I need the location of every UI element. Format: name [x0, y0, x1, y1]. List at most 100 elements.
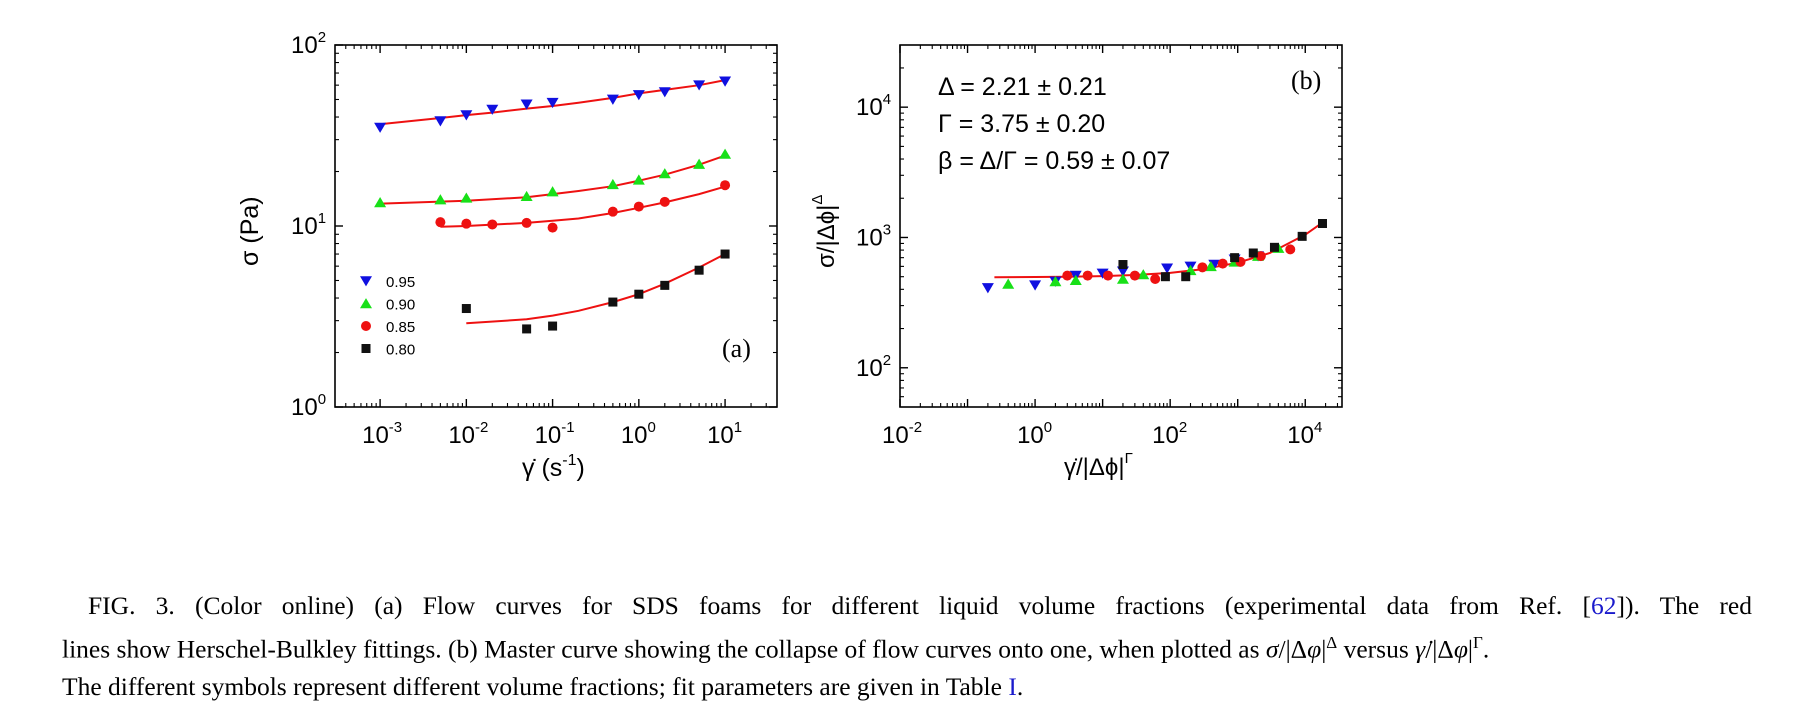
point-0.85	[720, 180, 731, 191]
point-0.80	[1269, 242, 1279, 252]
point-0.80	[548, 321, 558, 331]
point-0.95	[981, 283, 994, 294]
point-0.95	[606, 94, 619, 105]
point-0.80	[608, 297, 618, 307]
caption-ref-table[interactable]: I	[1008, 671, 1017, 701]
panel-b-ylabel: σ/|Δϕ|Δ	[809, 195, 840, 268]
panel-a-tick-labels: 10-3 10-2 10-1 100 101 100 101 102	[291, 29, 742, 449]
fit-line-0.90	[380, 154, 726, 205]
panel-b-frame	[899, 44, 1343, 408]
caption-phi-1: φ	[1307, 634, 1322, 664]
x-tick-label: 102	[1152, 419, 1187, 449]
y-tick-label: 102	[291, 29, 326, 59]
legend-label-0.80: 0.80	[386, 342, 415, 359]
point-0.85	[1062, 270, 1073, 281]
caption-versus: versus	[1337, 634, 1416, 664]
x-tick-label: 100	[621, 419, 656, 449]
point-0.95	[374, 122, 387, 133]
point-0.85	[659, 196, 670, 207]
panel-a-fit-lines	[379, 79, 726, 325]
annotation-beta: β = Δ/Γ = 0.59 ± 0.07	[938, 147, 1170, 175]
point-0.85	[487, 219, 498, 230]
point-0.85	[633, 201, 644, 212]
point-0.90	[374, 197, 387, 208]
point-0.95	[632, 90, 645, 101]
caption-text-3-end: .	[1016, 671, 1024, 701]
fit-line-0.80	[466, 253, 726, 325]
point-0.80	[694, 265, 704, 275]
point-0.85	[1129, 270, 1140, 281]
caption-sigma: σ	[1265, 634, 1279, 664]
point-0.95	[486, 104, 499, 115]
panel-b-label: (b)	[1291, 66, 1321, 95]
point-0.90	[460, 192, 473, 203]
point-0.95	[719, 76, 732, 87]
caption-sup-gamma: Γ	[1473, 633, 1483, 652]
point-0.80	[1297, 231, 1307, 241]
x-tick-label: 104	[1287, 419, 1322, 449]
legend-label-0.95: 0.95	[386, 274, 415, 291]
panel-a: 10-3 10-2 10-1 100 101 100 101 102 0.95 0.90 0.85…	[236, 29, 778, 482]
caption-gamma-dot: γ̇	[1415, 634, 1426, 664]
point-0.85	[1285, 244, 1296, 255]
panel-b-tick-labels: 10-2 100 102 104 102 103 104	[856, 91, 1322, 449]
figure-caption: FIG. 3. (Color online) (a) Flow curves f…	[62, 587, 1752, 705]
point-0.90	[520, 190, 533, 202]
point-0.95	[434, 116, 447, 127]
x-tick-label: 10-3	[362, 419, 402, 449]
caption-text-2-end: .	[1482, 634, 1490, 664]
x-tick-label: 10-2	[448, 419, 488, 449]
caption-abs-2: /|Δ	[1425, 634, 1454, 664]
caption-line-1: FIG. 3. (Color online) (a) Flow curves f…	[62, 587, 1752, 624]
point-0.85	[607, 206, 618, 217]
annotation-delta: Δ = 2.21 ± 0.21	[938, 73, 1107, 101]
point-0.95	[1116, 266, 1129, 277]
point-0.95	[1029, 280, 1042, 291]
point-0.80	[1118, 260, 1128, 270]
legend-marker-0.80	[361, 344, 371, 353]
caption-text-1: FIG. 3. (Color online) (a) Flow curves f…	[88, 591, 1591, 620]
panel-b-ticks	[899, 45, 1342, 407]
legend-marker-0.85	[361, 321, 371, 331]
caption-line-2: lines show Herschel-Bulkley fittings. (b…	[62, 624, 1752, 668]
panel-a-label: (a)	[722, 334, 751, 363]
point-0.90	[719, 148, 732, 159]
y-tick-label: 100	[291, 391, 326, 421]
point-0.90	[606, 178, 619, 190]
caption-ref-62[interactable]: 62	[1590, 591, 1617, 620]
point-0.85	[435, 217, 446, 228]
panel-b-points	[981, 219, 1327, 294]
panel-b-xlabel: γ̇/|Δϕ|Γ	[1064, 450, 1133, 481]
point-0.80	[720, 249, 730, 259]
point-0.90	[1069, 274, 1082, 285]
point-0.85	[1082, 270, 1093, 281]
legend-marker-0.95	[360, 276, 372, 287]
panel-a-ticks	[335, 44, 777, 408]
point-0.95	[658, 87, 671, 98]
point-0.90	[658, 168, 671, 179]
panel-b: 10-2 100 102 104 102 103 104 (b) Δ = 2.21 ± 0.…	[809, 44, 1343, 481]
caption-text-1-end: ]). The red	[1616, 591, 1752, 620]
caption-abs-1: /|Δ	[1278, 634, 1308, 664]
panel-a-ylabel: σ (Pa)	[236, 196, 264, 266]
point-0.95	[520, 99, 533, 110]
point-0.85	[547, 222, 558, 233]
point-0.80	[1317, 219, 1327, 229]
fit-line-0.95	[379, 79, 726, 126]
point-0.90	[1137, 269, 1150, 280]
point-0.90	[632, 174, 645, 185]
legend-label-0.85: 0.85	[386, 319, 415, 336]
point-0.85	[1102, 270, 1113, 281]
point-0.85	[461, 218, 472, 229]
point-0.80	[522, 324, 532, 334]
caption-bar-1: |	[1321, 634, 1327, 664]
point-0.95	[1096, 268, 1109, 279]
annotation-gamma: Γ = 3.75 ± 0.20	[938, 110, 1105, 138]
x-tick-label: 100	[1017, 419, 1052, 449]
fit-line-0.85	[440, 185, 726, 228]
point-0.85	[1150, 274, 1161, 285]
caption-phi-2: φ	[1453, 634, 1468, 664]
point-0.95	[460, 110, 473, 121]
caption-text-2: lines show Herschel-Bulkley fittings. (b…	[62, 634, 1266, 664]
legend-marker-0.90	[360, 298, 372, 309]
